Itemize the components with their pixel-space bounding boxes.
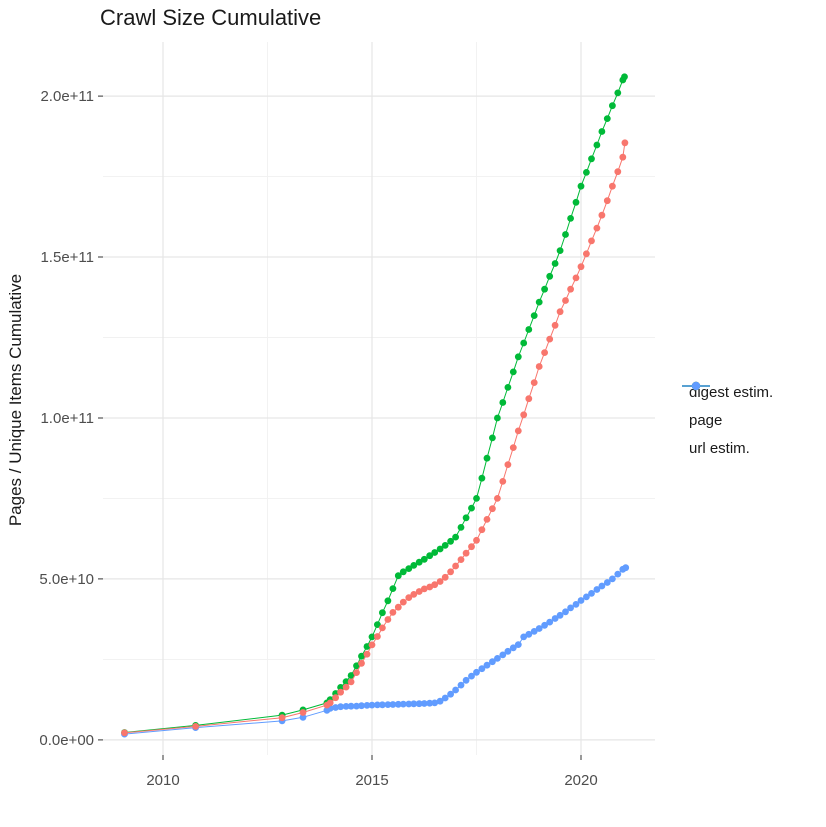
legend-label: page: [689, 411, 723, 429]
y-tick-label: 0.0e+00: [39, 732, 94, 749]
series-digest-estim-: [121, 139, 629, 737]
y-tick-label: 1.5e+11: [40, 249, 94, 266]
y-tick-label: 1.0e+11: [40, 410, 94, 427]
legend-key-icon: [682, 381, 710, 391]
legend: digest estim. page url estim.: [681, 378, 773, 462]
x-tick-label: 2015: [355, 772, 388, 789]
chart-title: Crawl Size Cumulative: [100, 5, 322, 30]
series-url-estim-: [121, 564, 630, 738]
legend-label: digest estim.: [689, 383, 774, 401]
y-tick-label: 5.0e+10: [39, 571, 94, 588]
major-gridlines: [103, 42, 655, 755]
y-axis-title: Pages / Unique Items Cumulative: [6, 273, 25, 527]
legend-item-url-estim-: url estim.: [681, 381, 773, 462]
x-tick-label: 2010: [146, 772, 179, 789]
x-tick-label: 2020: [564, 772, 597, 789]
y-axis-ticks: 0.0e+00 5.0e+10 1.0e+11 1.5e+11 2.0e+11: [39, 88, 103, 749]
legend-label: url estim.: [689, 439, 750, 457]
legend-item-page: page: [681, 381, 773, 434]
x-axis-ticks: 2010 2015 2020: [146, 755, 598, 789]
y-tick-label: 2.0e+11: [40, 88, 94, 105]
minor-gridlines: [103, 42, 655, 755]
